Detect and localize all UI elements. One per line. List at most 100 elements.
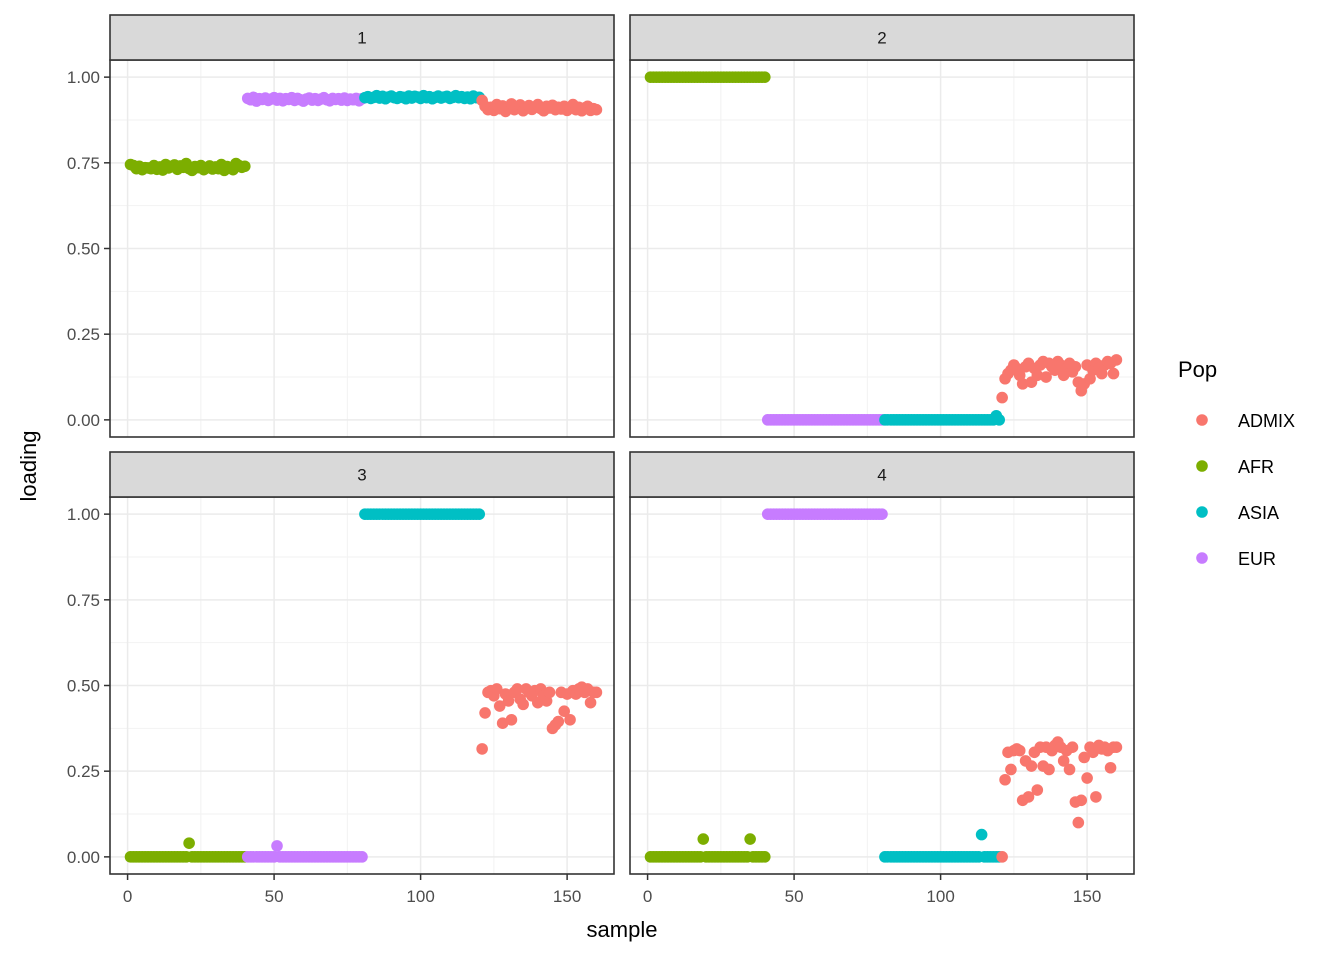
strip-background (109, 14, 615, 61)
data-point-admix (505, 713, 518, 726)
x-axis-ticks-left: 0 50 100 150 (123, 874, 581, 906)
strip-background (629, 451, 1135, 498)
data-point-asia (993, 414, 1006, 426)
y-tick-label: 0.50 (67, 240, 100, 259)
x-tick-label: 150 (1073, 887, 1101, 906)
x-axis-title: sample (587, 917, 658, 942)
legend-key-afr (1196, 460, 1208, 472)
data-point-admix (1005, 763, 1017, 776)
legend-key-admix (1196, 414, 1208, 426)
y-tick-label: 0.50 (67, 677, 100, 696)
data-point-admix (564, 713, 576, 726)
data-point-admix (999, 773, 1011, 786)
panel-1: 1 0.00 0.25 0.50 0.75 1.00 (67, 14, 615, 438)
data-point-admix (1107, 367, 1120, 380)
y-tick-label: 0.25 (67, 325, 100, 344)
legend-label-eur: EUR (1238, 549, 1276, 569)
panel-4: 4 (629, 451, 1135, 875)
data-point-admix (1022, 791, 1035, 803)
data-point-admix (1031, 784, 1044, 796)
panel-2: 2 (629, 14, 1135, 438)
data-point-admix (502, 695, 515, 707)
x-tick-label: 50 (265, 887, 284, 906)
y-tick-label: 0.75 (67, 591, 100, 610)
data-point-asia (473, 508, 486, 520)
data-point-admix (1016, 378, 1029, 390)
data-point-admix (1110, 741, 1123, 753)
data-point-afr (697, 833, 710, 845)
data-point-admix (1110, 354, 1123, 366)
data-point-admix (1040, 371, 1052, 383)
data-point-admix (1057, 755, 1070, 767)
data-point-admix (590, 103, 603, 116)
panel-3: 3 0.00 0.25 0.50 0.75 1.00 (67, 451, 615, 875)
data-point-admix (490, 683, 503, 695)
y-tick-label: 0.75 (67, 154, 100, 173)
y-axis-title: loading (16, 431, 41, 502)
data-point-admix (1078, 751, 1090, 764)
x-tick-label: 100 (406, 887, 434, 906)
panels-layer: 10.000.250.500.751.00230.000.250.500.751… (67, 14, 1135, 875)
data-point-admix (1066, 741, 1079, 753)
data-point-admix (996, 851, 1008, 863)
legend: Pop ADMIX AFR ASIA EUR (1178, 357, 1295, 569)
data-point-admix (558, 705, 570, 717)
strip-label: 1 (357, 29, 366, 48)
data-point-admix (1063, 763, 1076, 776)
legend-entries: ADMIX AFR ASIA EUR (1196, 411, 1295, 569)
data-point-admix (1043, 763, 1055, 776)
data-point-admix (552, 715, 565, 728)
data-point-admix (1013, 744, 1026, 757)
data-point-admix (1025, 760, 1038, 772)
y-tick-label: 0.00 (67, 411, 100, 430)
y-tick-label: 0.00 (67, 848, 100, 867)
data-point-admix (1081, 772, 1093, 784)
x-axis-ticks-right: 0 50 100 150 (643, 874, 1101, 906)
data-point-admix (476, 743, 488, 755)
strip-label: 4 (877, 466, 886, 485)
strip-background (109, 451, 615, 498)
legend-label-asia: ASIA (1238, 503, 1279, 523)
data-point-admix (1031, 369, 1044, 382)
x-tick-label: 0 (643, 887, 652, 906)
data-point-admix (1090, 791, 1102, 803)
data-point-asia (975, 828, 988, 841)
strip-label: 2 (877, 29, 886, 48)
data-point-admix (1072, 816, 1085, 829)
x-tick-label: 100 (926, 887, 954, 906)
data-point-afr (758, 851, 771, 863)
legend-key-eur (1196, 552, 1208, 564)
data-point-admix (996, 391, 1008, 404)
data-point-admix (590, 686, 603, 699)
data-point-afr (744, 833, 756, 845)
legend-label-admix: ADMIX (1238, 411, 1295, 431)
x-tick-label: 0 (123, 887, 132, 906)
strip-label: 3 (357, 466, 366, 485)
y-tick-label: 1.00 (67, 505, 100, 524)
data-point-afr (238, 160, 251, 173)
y-tick-label: 0.25 (67, 762, 100, 781)
legend-title: Pop (1178, 357, 1217, 382)
data-point-admix (493, 700, 506, 712)
data-point-admix (496, 717, 509, 729)
data-point-admix (543, 686, 556, 699)
data-point-eur (271, 840, 283, 852)
data-point-eur (876, 508, 888, 520)
data-point-admix (1104, 761, 1117, 774)
data-point-afr (183, 837, 195, 849)
data-point-eur (356, 851, 368, 863)
data-point-admix (1075, 794, 1088, 807)
data-point-admix (584, 696, 597, 709)
data-point-admix (511, 683, 524, 695)
data-point-admix (479, 707, 491, 719)
data-point-admix (517, 698, 529, 711)
legend-key-asia (1196, 506, 1208, 518)
strip-background (629, 14, 1135, 61)
data-point-afr (758, 71, 771, 83)
x-tick-label: 50 (785, 887, 804, 906)
y-tick-label: 1.00 (67, 68, 100, 87)
legend-label-afr: AFR (1238, 457, 1274, 477)
x-tick-label: 150 (553, 887, 581, 906)
data-point-admix (1069, 360, 1082, 373)
